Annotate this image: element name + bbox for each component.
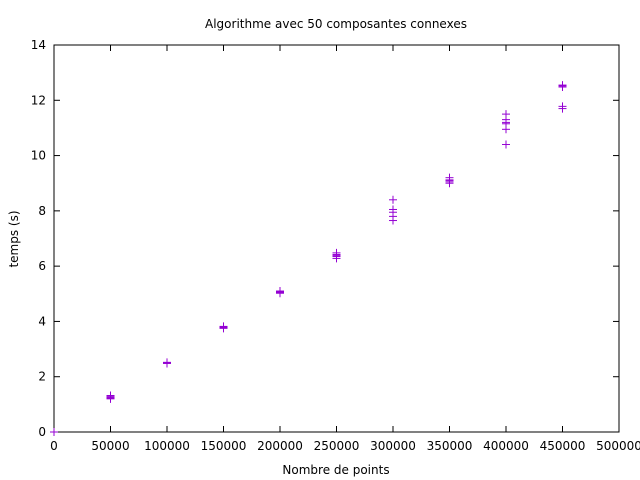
data-point <box>389 205 397 214</box>
plot-frame <box>53 44 620 433</box>
data-point <box>332 251 341 260</box>
data-point <box>276 288 284 297</box>
data-point <box>502 118 510 127</box>
y-tick-label: 12 <box>31 93 46 107</box>
x-tick-label: 450000 <box>540 439 586 453</box>
x-tick-label: 250000 <box>314 439 360 453</box>
x-tick-label: 400000 <box>483 439 529 453</box>
y-tick-label: 4 <box>38 314 46 328</box>
data-point <box>558 102 567 111</box>
x-tick-label: 100000 <box>144 439 190 453</box>
x-tick-label: 50000 <box>91 439 129 453</box>
data-point <box>219 323 228 332</box>
data-points <box>50 81 567 436</box>
y-tick-label: 0 <box>38 425 46 439</box>
data-point <box>106 391 115 400</box>
x-tick-label: 0 <box>50 439 58 453</box>
y-axis-label: temps (s) <box>7 210 21 267</box>
data-point <box>445 175 454 184</box>
x-tick-label: 150000 <box>201 439 247 453</box>
y-tick-label: 14 <box>31 38 46 52</box>
x-tick-label: 350000 <box>427 439 473 453</box>
chart-title: Algorithme avec 50 composantes connexes <box>205 17 467 31</box>
data-point <box>502 140 510 149</box>
y-tick-label: 2 <box>38 370 46 384</box>
data-point <box>163 359 171 368</box>
x-tick-label: 200000 <box>257 439 303 453</box>
data-point <box>502 110 510 119</box>
x-axis-label: Nombre de points <box>282 463 389 477</box>
axis-ticks: 0 50000 100000 150000 200000 250000 300000 3500… <box>31 38 640 453</box>
data-point <box>50 428 58 436</box>
data-point <box>558 81 567 90</box>
y-tick-label: 10 <box>31 149 46 163</box>
x-tick-label: 500000 <box>596 439 640 453</box>
x-tick-label: 300000 <box>370 439 416 453</box>
y-tick-label: 6 <box>38 259 46 273</box>
y-tick-label: 8 <box>38 204 46 218</box>
data-point <box>389 195 397 204</box>
